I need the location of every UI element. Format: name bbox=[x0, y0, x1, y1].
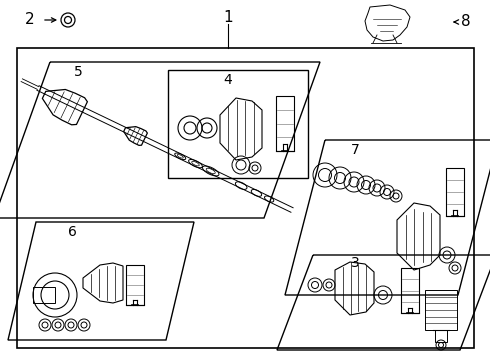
Text: 5: 5 bbox=[74, 65, 82, 79]
Text: 4: 4 bbox=[223, 73, 232, 87]
Bar bbox=[168, 70, 308, 178]
Bar bbox=[276, 96, 294, 151]
Text: 3: 3 bbox=[351, 256, 359, 270]
Bar bbox=[126, 265, 144, 305]
Bar bbox=[435, 330, 447, 342]
Text: 1: 1 bbox=[223, 10, 233, 26]
Text: 8: 8 bbox=[461, 14, 471, 30]
Bar bbox=[17, 48, 474, 348]
Text: 7: 7 bbox=[351, 143, 359, 157]
Text: 2: 2 bbox=[25, 13, 35, 27]
Bar bbox=[401, 268, 419, 313]
Text: 6: 6 bbox=[68, 225, 76, 239]
Bar bbox=[33, 287, 55, 303]
Bar bbox=[425, 290, 457, 330]
Bar bbox=[446, 168, 464, 216]
